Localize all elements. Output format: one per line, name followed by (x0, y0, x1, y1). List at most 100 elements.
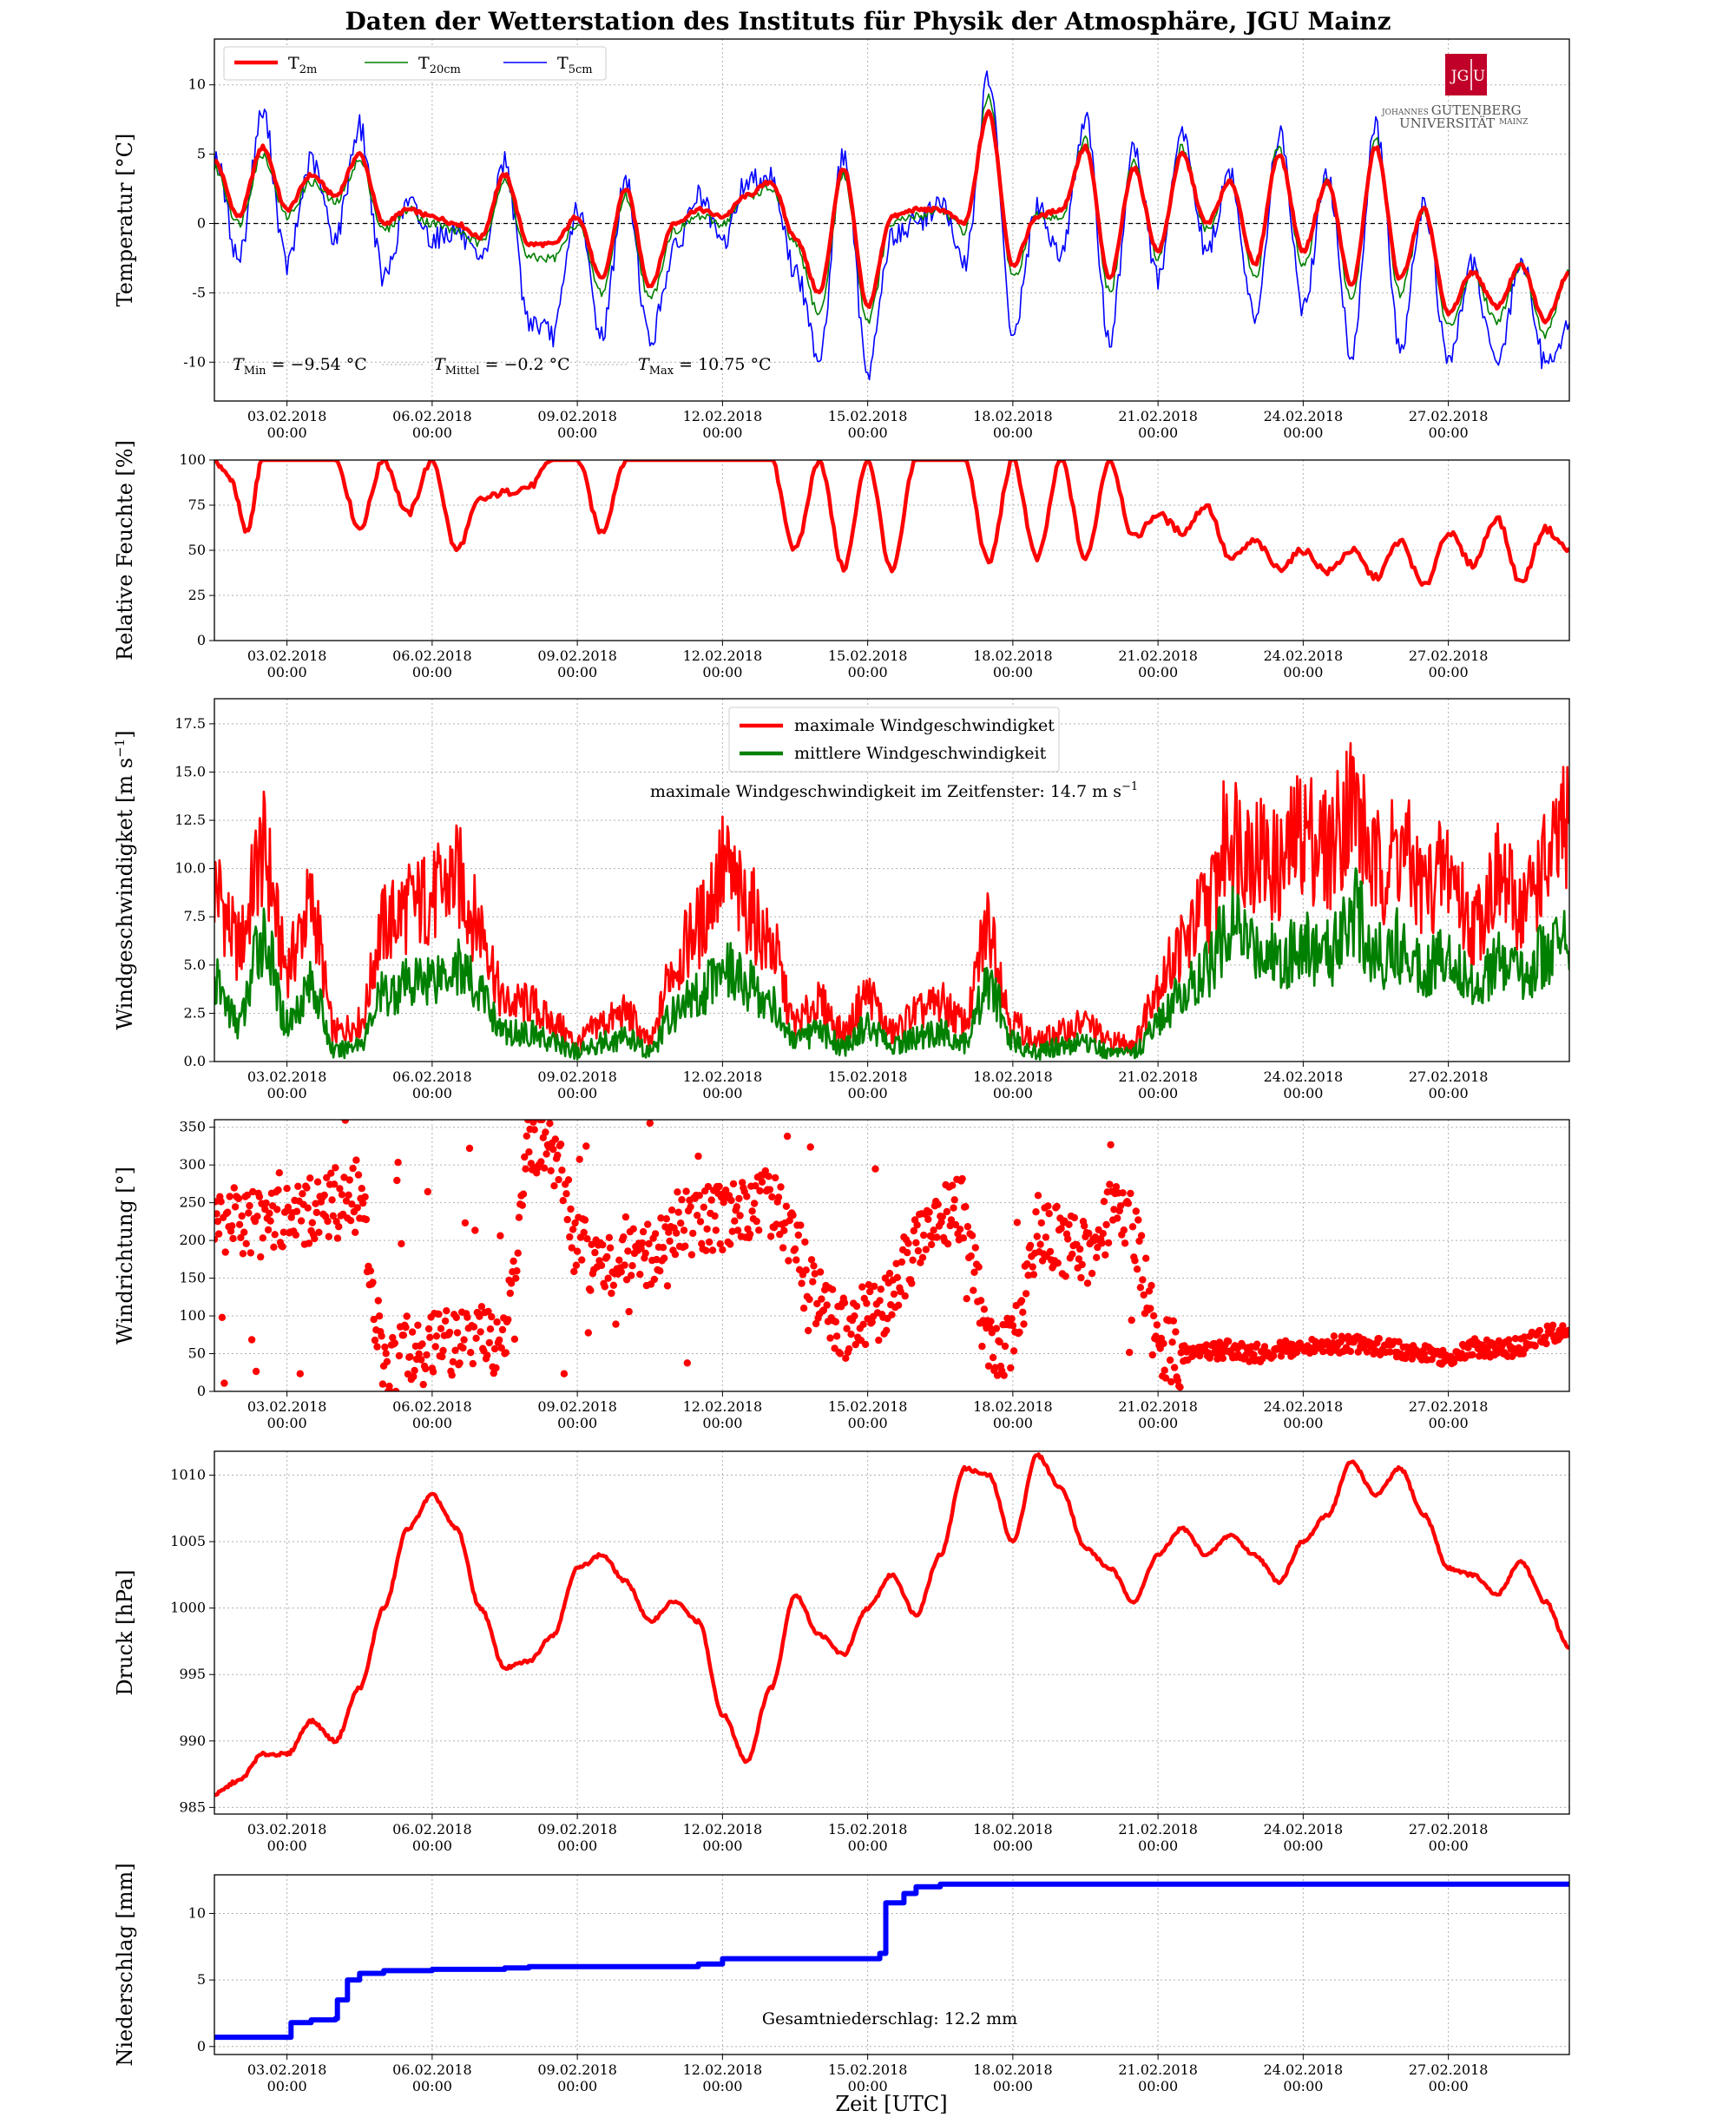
wind-direction-point (323, 1174, 331, 1182)
x-tick-label-date: 21.02.2018 (1118, 408, 1198, 424)
wind-direction-point (493, 1318, 501, 1326)
wind-direction-point (606, 1244, 615, 1252)
wind-direction-point (279, 1243, 286, 1251)
wind-direction-point (736, 1212, 744, 1220)
wind-direction-point (1408, 1355, 1417, 1363)
wind-direction-point (629, 1225, 637, 1233)
wind-direction-point (229, 1234, 237, 1243)
wind-direction-point (1101, 1251, 1109, 1259)
wind-direction-point (894, 1301, 903, 1310)
wind-direction-point (1037, 1219, 1046, 1227)
x-tick-label-date: 09.02.2018 (537, 1068, 617, 1085)
wind-direction-point (1057, 1225, 1065, 1233)
wind-direction-point (415, 1350, 423, 1358)
wind-direction-point (270, 1243, 278, 1252)
wind-direction-point (828, 1285, 837, 1293)
wind-direction-point (984, 1362, 993, 1371)
wind-direction-point (1029, 1271, 1038, 1279)
x-tick-label-time: 00:00 (848, 2078, 888, 2094)
wind-direction-point (1511, 1335, 1520, 1343)
wind-direction-point (399, 1331, 408, 1339)
x-tick-label-time: 00:00 (993, 1415, 1033, 1431)
wind-direction-point (621, 1261, 628, 1269)
wind-direction-point (496, 1336, 503, 1344)
wind-direction-point (914, 1246, 923, 1255)
wind-direction-point (1145, 1287, 1154, 1295)
wind-direction-point (783, 1132, 792, 1141)
wind-direction-point (1202, 1341, 1211, 1349)
y-tick-label: 75 (188, 496, 206, 513)
x-tick-label-time: 00:00 (993, 1838, 1033, 1854)
wind-direction-point (246, 1201, 253, 1210)
x-tick-label-time: 00:00 (1138, 1085, 1178, 1101)
wind-direction-point (851, 1312, 858, 1320)
plot-frame (214, 1450, 1570, 1815)
wind-direction-point (1559, 1322, 1567, 1330)
wind-direction-point (490, 1344, 499, 1353)
wind-direction-point (746, 1230, 754, 1239)
x-tick-label-time: 00:00 (993, 2078, 1033, 2094)
wind-direction-point (429, 1368, 437, 1376)
wind-direction-point (529, 1120, 537, 1126)
wind-direction-point (694, 1212, 701, 1220)
wind-direction-point (975, 1263, 983, 1271)
wind-direction-point (933, 1233, 941, 1241)
wind-direction-point (1395, 1338, 1403, 1346)
wind-direction-point (439, 1346, 447, 1355)
x-tick-label-date: 12.02.2018 (683, 1398, 763, 1415)
x-tick-label-date: 12.02.2018 (683, 408, 763, 424)
wind-direction-point (959, 1234, 968, 1242)
wind-direction-point (871, 1282, 878, 1291)
wind-direction-point (214, 1230, 223, 1238)
wind-direction-point (353, 1204, 361, 1212)
wind-direction-point (240, 1228, 248, 1236)
wind-direction-point (1531, 1342, 1539, 1350)
wind-direction-point (507, 1279, 516, 1287)
wind-direction-point (537, 1158, 545, 1166)
y-tick-label: 1000 (170, 1600, 206, 1616)
wind-direction-point (1131, 1257, 1139, 1265)
x-tick-label-time: 00:00 (267, 664, 307, 680)
wind-direction-point (571, 1219, 579, 1227)
wind-direction-point (477, 1303, 486, 1311)
wind-direction-point (502, 1349, 510, 1357)
wind-direction-point (538, 1120, 546, 1124)
y-tick-label: -10 (183, 353, 206, 370)
wind-direction-point (733, 1203, 740, 1211)
wind-direction-point (476, 1312, 483, 1320)
y-tick-label: 300 (179, 1156, 206, 1173)
wind-direction-point (346, 1217, 355, 1225)
wind-direction-point (554, 1151, 562, 1160)
pressure-line (214, 1452, 1569, 1798)
wind-direction-point (362, 1215, 371, 1224)
x-tick-label-date: 15.02.2018 (828, 2061, 908, 2078)
series-line-5cm (214, 70, 1569, 381)
wind-direction-point (459, 1344, 467, 1352)
wind-direction-point (937, 1218, 945, 1226)
wind-direction-point (303, 1184, 311, 1192)
wind-direction-point (408, 1328, 417, 1336)
wind-direction-point (1054, 1259, 1062, 1267)
y-tick-label: 990 (179, 1732, 206, 1749)
wind-direction-point (523, 1132, 530, 1141)
wind-direction-point (540, 1164, 549, 1172)
wind-direction-point (293, 1207, 301, 1215)
wind-direction-point (678, 1196, 686, 1204)
legend-label: T2m (288, 54, 317, 76)
wind-direction-point (369, 1279, 377, 1286)
wind-direction-point (559, 1197, 567, 1205)
y-tick-label: 100 (179, 1307, 206, 1324)
wind-direction-point (438, 1352, 446, 1361)
wind-direction-point (665, 1228, 673, 1236)
wind-direction-point (628, 1272, 635, 1279)
wind-direction-point (789, 1211, 797, 1220)
wind-direction-point (1019, 1308, 1027, 1317)
wind-direction-point (486, 1325, 495, 1333)
plot-frame (214, 38, 1570, 402)
wind-direction-point (703, 1225, 711, 1233)
logo-line1: JOHANNES GUTENBERG (1381, 102, 1522, 118)
wind-direction-point (1346, 1347, 1355, 1356)
wind-direction-point (283, 1185, 291, 1193)
wind-direction-point (221, 1248, 229, 1256)
